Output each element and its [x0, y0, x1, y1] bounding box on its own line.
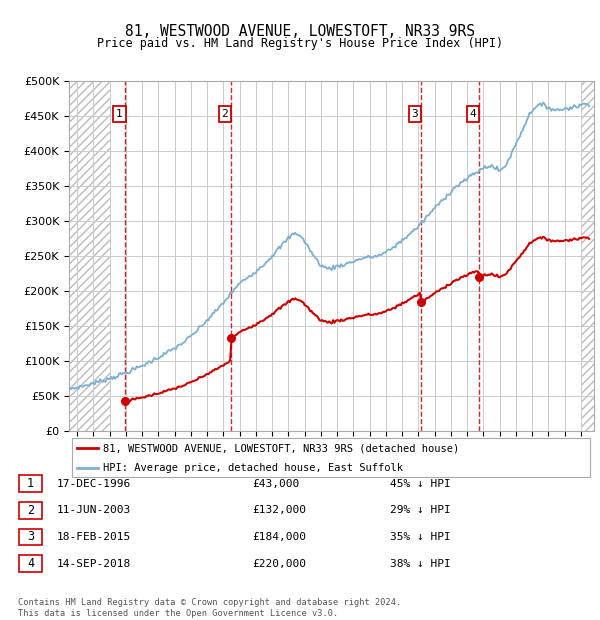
Text: 17-DEC-1996: 17-DEC-1996	[57, 479, 131, 489]
Text: HPI: Average price, detached house, East Suffolk: HPI: Average price, detached house, East…	[103, 463, 403, 472]
Text: 3: 3	[412, 109, 418, 119]
Text: 81, WESTWOOD AVENUE, LOWESTOFT, NR33 9RS (detached house): 81, WESTWOOD AVENUE, LOWESTOFT, NR33 9RS…	[103, 443, 460, 453]
Text: Contains HM Land Registry data © Crown copyright and database right 2024.
This d: Contains HM Land Registry data © Crown c…	[18, 598, 401, 618]
FancyBboxPatch shape	[71, 438, 590, 477]
Text: 1: 1	[27, 477, 34, 490]
Text: 11-JUN-2003: 11-JUN-2003	[57, 505, 131, 515]
Text: 81, WESTWOOD AVENUE, LOWESTOFT, NR33 9RS: 81, WESTWOOD AVENUE, LOWESTOFT, NR33 9RS	[125, 24, 475, 38]
Bar	[69, 81, 110, 431]
Text: Price paid vs. HM Land Registry's House Price Index (HPI): Price paid vs. HM Land Registry's House …	[97, 37, 503, 50]
Text: 18-FEB-2015: 18-FEB-2015	[57, 532, 131, 542]
Text: £43,000: £43,000	[252, 479, 299, 489]
Text: 4: 4	[470, 109, 476, 119]
Text: 3: 3	[27, 531, 34, 543]
FancyBboxPatch shape	[19, 502, 42, 518]
FancyBboxPatch shape	[19, 556, 42, 572]
FancyBboxPatch shape	[19, 528, 42, 546]
Text: 38% ↓ HPI: 38% ↓ HPI	[390, 559, 451, 569]
Text: 14-SEP-2018: 14-SEP-2018	[57, 559, 131, 569]
Text: 45% ↓ HPI: 45% ↓ HPI	[390, 479, 451, 489]
FancyBboxPatch shape	[19, 476, 42, 492]
Text: £220,000: £220,000	[252, 559, 306, 569]
Text: £132,000: £132,000	[252, 505, 306, 515]
Text: 2: 2	[27, 504, 34, 516]
Bar	[581, 81, 594, 431]
Text: 35% ↓ HPI: 35% ↓ HPI	[390, 532, 451, 542]
Text: 4: 4	[27, 557, 34, 570]
Text: 29% ↓ HPI: 29% ↓ HPI	[390, 505, 451, 515]
Text: 1: 1	[116, 109, 123, 119]
Text: £184,000: £184,000	[252, 532, 306, 542]
Text: 2: 2	[221, 109, 228, 119]
